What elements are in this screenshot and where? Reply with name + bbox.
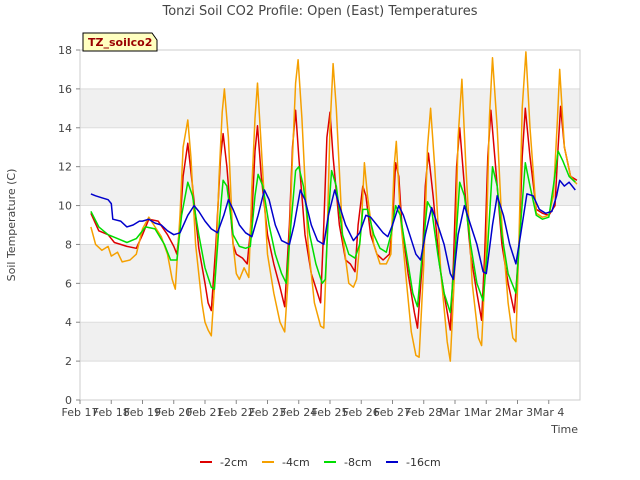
y-tick-label: 12 [58, 161, 72, 174]
series-line [90, 51, 578, 362]
y-axis-label: Soil Temperature (C) [5, 169, 18, 282]
x-tick-label: Feb 20 [155, 406, 192, 419]
x-axis-label: Time [550, 423, 578, 436]
x-tick-label: Feb 23 [249, 406, 286, 419]
y-tick-label: 10 [58, 200, 72, 213]
x-tick-label: Feb 22 [218, 406, 255, 419]
x-tick-label: Mar 3 [502, 406, 533, 419]
legend-label: -4cm [282, 456, 310, 469]
badge-label: TZ_soilco2 [88, 36, 152, 49]
badge: TZ_soilco2 [82, 32, 158, 52]
x-tick-label: Feb 17 [62, 406, 99, 419]
y-tick-label: 18 [58, 44, 72, 57]
x-tick-label: Mar 2 [471, 406, 502, 419]
x-tick-label: Feb 27 [374, 406, 411, 419]
x-tick-label: Feb 28 [405, 406, 442, 419]
legend-label: -2cm [220, 456, 248, 469]
x-tick-label: Mar 1 [439, 406, 470, 419]
x-tick-label: Feb 26 [343, 406, 380, 419]
y-tick-label: 16 [58, 83, 72, 96]
legend-label: -16cm [406, 456, 441, 469]
plot-band [80, 322, 580, 362]
y-tick-label: 2 [65, 355, 72, 368]
series-line [90, 179, 576, 281]
y-tick-label: 4 [65, 316, 72, 329]
series-lines [90, 51, 578, 362]
plot-band [80, 244, 580, 284]
x-tick-label: Mar 4 [533, 406, 564, 419]
y-tick-label: 6 [65, 277, 72, 290]
x-tick-label: Feb 25 [312, 406, 349, 419]
y-tick-label: 0 [65, 394, 72, 407]
x-tick-label: Feb 18 [93, 406, 130, 419]
y-tick-label: 8 [65, 238, 72, 251]
x-tick-label: Feb 19 [124, 406, 161, 419]
y-axis: 0 2 4 6 8 10 12 14 16 18 [58, 44, 80, 407]
series-line [90, 150, 576, 314]
y-tick-label: 14 [58, 122, 72, 135]
legend-label: -8cm [344, 456, 372, 469]
x-tick-label: Feb 24 [280, 406, 317, 419]
chart-title: Tonzi Soil CO2 Profile: Open (East) Temp… [161, 4, 477, 19]
x-tick-label: Feb 21 [187, 406, 224, 419]
legend: -2cm -4cm -8cm -16cm [200, 456, 441, 469]
